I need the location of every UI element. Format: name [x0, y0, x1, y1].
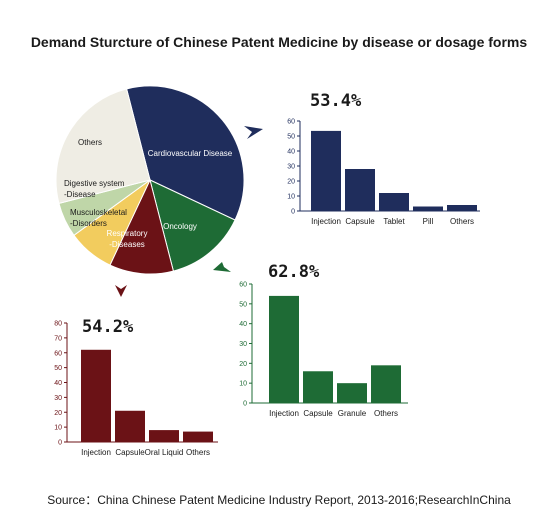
y-tick-label: 40	[287, 149, 295, 156]
y-tick-label: 50	[287, 134, 295, 141]
chart-title: Demand Sturcture of Chinese Patent Medic…	[30, 34, 528, 50]
pie-label-respiratory-diseases: Respiratory -Diseases	[107, 229, 148, 249]
pie-label-line: -Disorders	[70, 219, 107, 228]
x-tick-label: Injection	[269, 409, 299, 418]
x-tick-label: Injection	[81, 448, 111, 457]
y-tick-label: 30	[239, 341, 247, 348]
highlight-percentage: 54.2%	[82, 317, 134, 337]
bar-capsule	[115, 410, 145, 442]
bar-others	[447, 205, 477, 211]
x-tick-label: Granule	[338, 409, 367, 418]
y-tick-label: 0	[291, 209, 295, 216]
pie-label-line: Respiratory	[107, 229, 148, 238]
pie-slice-cardiovascular-disease	[126, 85, 245, 221]
pointer-arrow-respiratory	[115, 285, 127, 297]
y-tick-label: 30	[287, 164, 295, 171]
pie-label-others: Others	[78, 138, 102, 147]
pie-slice-oncology	[149, 179, 236, 272]
x-tick-label: Others	[450, 217, 474, 226]
x-tick-label: Oral Liquid	[145, 448, 184, 457]
bar-capsule	[303, 371, 333, 403]
y-tick-label: 60	[54, 350, 62, 357]
pie-label-line: Cardiovascular Disease	[148, 149, 233, 158]
y-tick-label: 0	[58, 440, 62, 447]
pie-label-cardiovascular-disease: Cardiovascular Disease	[148, 149, 233, 158]
y-tick-label: 70	[54, 335, 62, 342]
bar-tablet	[379, 193, 409, 211]
y-tick-label: 40	[239, 321, 247, 328]
pie-slice-respiratory-diseases	[109, 178, 174, 275]
y-tick-label: 50	[54, 365, 62, 372]
bar-chart-oncology: 0 10 20 30 40 50 60 Injection Capsule Granule Othe…	[239, 262, 408, 418]
pie-slice-others	[55, 88, 151, 204]
y-tick-label: 30	[54, 395, 62, 402]
bar-others	[371, 365, 401, 403]
y-tick-label: 20	[287, 179, 295, 186]
highlight-percentage: 62.8%	[268, 262, 320, 282]
pie-label-oncology: Oncology	[163, 222, 197, 231]
y-tick-label: 50	[239, 301, 247, 308]
y-tick-label: 60	[287, 119, 295, 126]
x-tick-label: Capsule	[115, 448, 145, 457]
bar-chart-cardiovascular: 0 10 20 30 40 50 60 Injection Capsule Tablet Pill O…	[287, 91, 480, 226]
y-tick-label: 0	[243, 401, 247, 408]
pie-label-musculoskeletal-disorders: Musculoskeletal -Disorders	[70, 208, 127, 228]
bar-injection	[81, 349, 111, 442]
bar-others	[183, 431, 213, 442]
bar-granule	[337, 383, 367, 403]
y-tick-label: 20	[239, 361, 247, 368]
x-tick-label: Capsule	[345, 217, 375, 226]
x-tick-label: Capsule	[303, 409, 333, 418]
x-tick-label: Tablet	[383, 217, 405, 226]
x-tick-label: Pill	[423, 217, 434, 226]
pie-label-line: -Diseases	[109, 240, 145, 249]
pointer-arrow-oncology	[213, 262, 231, 272]
source-note: Source：China Chinese Patent Medicine Ind…	[47, 493, 511, 507]
bar-pill	[413, 206, 443, 211]
y-tick-label: 10	[54, 425, 62, 432]
x-tick-label: Injection	[311, 217, 341, 226]
bar-injection	[269, 295, 299, 403]
y-tick-label: 10	[287, 194, 295, 201]
y-tick-label: 60	[239, 282, 247, 289]
bar-oral-liquid	[149, 430, 179, 442]
pie-label-digestive-system-disease: Digestive system -Disease	[64, 179, 125, 199]
y-tick-label: 40	[54, 380, 62, 387]
y-tick-label: 10	[239, 381, 247, 388]
x-tick-label: Others	[186, 448, 210, 457]
pie-label-line: Musculoskeletal	[70, 208, 127, 217]
pie-chart: Cardiovascular Disease Oncology Respirator…	[55, 85, 245, 275]
y-tick-label: 20	[54, 410, 62, 417]
pie-label-line: Digestive system	[64, 179, 125, 188]
highlight-percentage: 53.4%	[310, 91, 362, 111]
y-tick-label: 80	[54, 321, 62, 328]
bar-capsule	[345, 169, 375, 211]
pie-label-line: Oncology	[163, 222, 197, 231]
pie-label-line: -Disease	[64, 190, 96, 199]
pointer-arrow-cardiovascular	[244, 126, 263, 139]
bar-chart-respiratory: 0 10 20 30 40 50 60 70 80 Injection Capsule Oral Li…	[54, 317, 218, 457]
pie-label-line: Others	[78, 138, 102, 147]
x-tick-label: Others	[374, 409, 398, 418]
bar-injection	[311, 130, 341, 211]
